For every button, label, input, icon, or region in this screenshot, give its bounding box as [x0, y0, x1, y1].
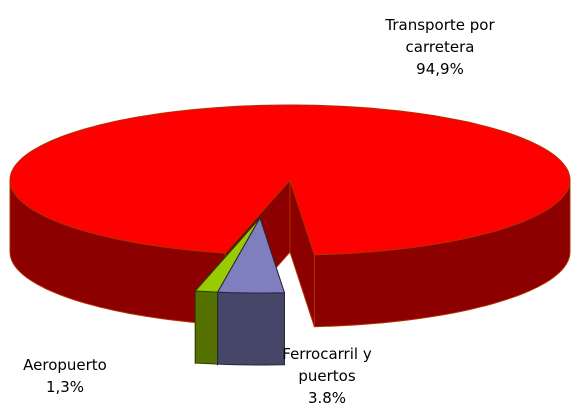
category-label: Ferrocarril y puertos — [282, 345, 372, 385]
slice — [9, 104, 571, 256]
slice-label: Aeropuerto 1,3% — [0, 354, 130, 398]
slice-label: Ferrocarril y puertos 3.8% — [262, 343, 392, 409]
value-label: 1,3% — [45, 378, 85, 396]
slice-wall — [194, 290, 219, 365]
value-label: 94,9% — [416, 60, 464, 78]
category-label: Transporte por carretera — [385, 16, 495, 56]
value-label: 3.8% — [307, 389, 347, 407]
category-label: Aeropuerto — [23, 356, 107, 374]
slice-label: Transporte por carretera 94,9% — [355, 14, 525, 80]
slice — [216, 216, 286, 294]
